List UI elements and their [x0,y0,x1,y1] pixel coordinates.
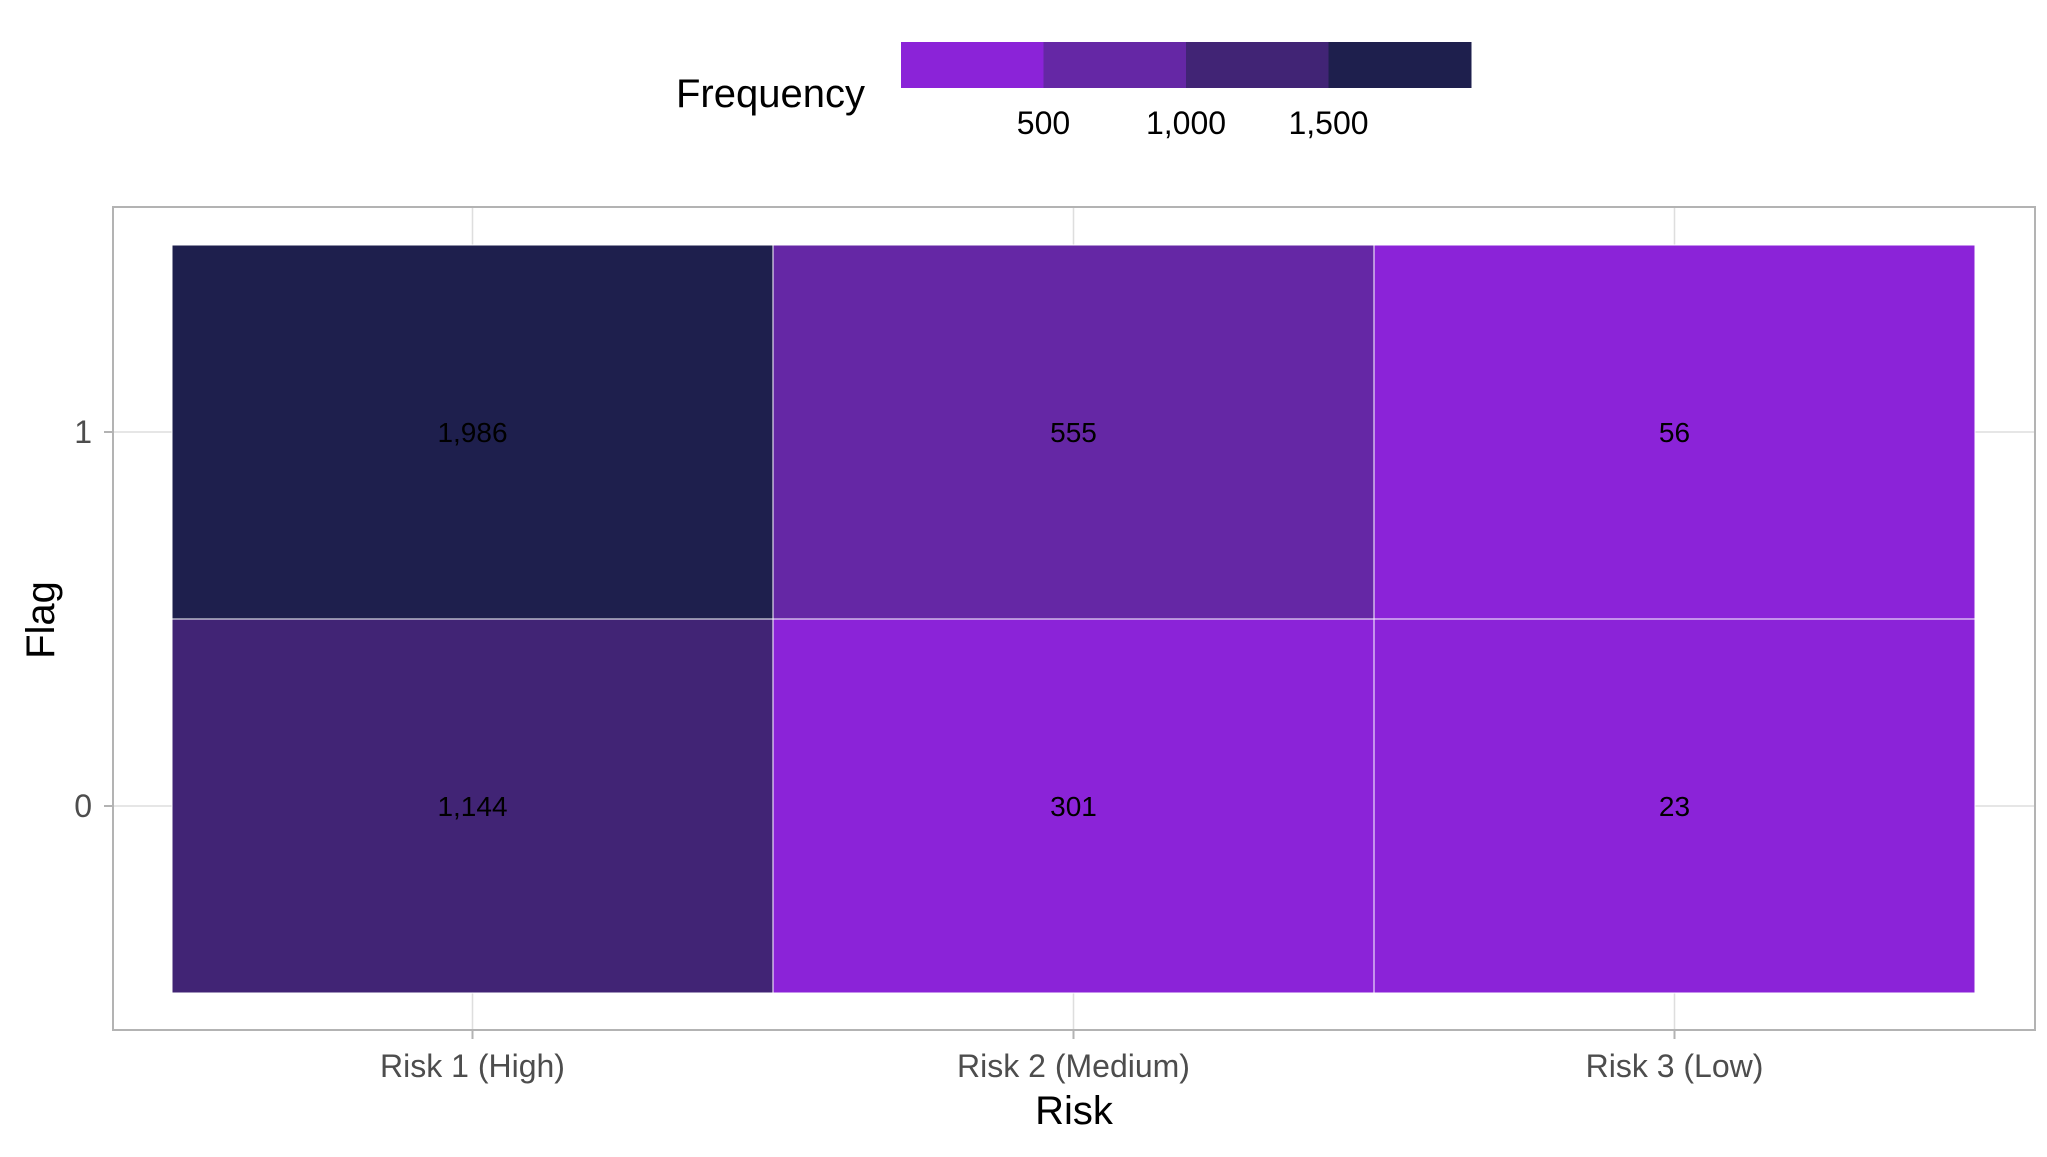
x-tick-label: Risk 1 (High) [380,1048,565,1084]
x-axis-title: Risk [1035,1089,1114,1133]
cell-value-label: 1,986 [437,417,507,448]
heatmap-tile [772,618,1375,994]
x-tick-label: Risk 3 (Low) [1586,1048,1764,1084]
cell-value-label: 23 [1659,791,1690,822]
legend-title: Frequency [676,72,865,116]
cell-value-label: 56 [1659,417,1690,448]
y-tick-label: 0 [74,788,92,824]
legend-bin [1186,42,1329,88]
x-tick-label: Risk 2 (Medium) [957,1048,1190,1084]
y-tick-label: 1 [74,414,92,450]
legend: Frequency 500 1,000 1,500 [676,42,1472,141]
heatmap-tile [772,244,1375,620]
legend-break-label: 1,500 [1288,105,1368,141]
cell-value-label: 555 [1050,417,1097,448]
heatmap-tile [171,244,774,620]
legend-bin [1328,42,1472,88]
cell-value-label: 301 [1050,791,1097,822]
legend-break-label: 500 [1017,105,1070,141]
heatmap-tile [1373,618,1976,994]
legend-break-label: 1,000 [1146,105,1226,141]
y-axis-title: Flag [19,581,63,659]
legend-bin [1043,42,1187,88]
heatmap-tile [1373,244,1976,620]
cell-value-label: 1,144 [437,791,507,822]
legend-bin [901,42,1044,88]
